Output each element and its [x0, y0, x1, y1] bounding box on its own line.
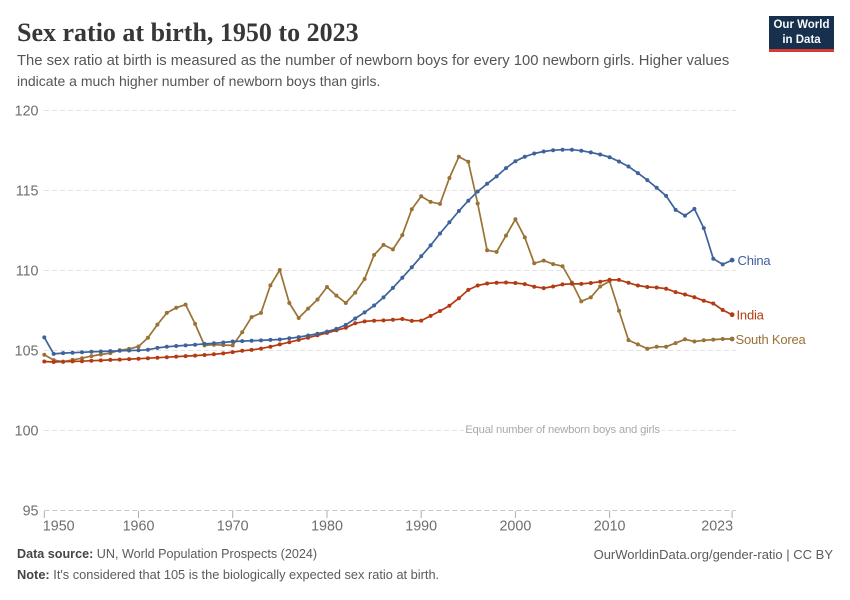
svg-text:1960: 1960	[123, 519, 155, 535]
svg-text:100: 100	[15, 423, 39, 439]
svg-text:1990: 1990	[405, 519, 437, 535]
svg-text:2000: 2000	[499, 519, 531, 535]
svg-text:China: China	[738, 253, 772, 268]
svg-text:120: 120	[15, 103, 39, 119]
svg-text:2010: 2010	[594, 519, 626, 535]
svg-text:95: 95	[23, 503, 39, 519]
svg-text:1970: 1970	[217, 519, 249, 535]
svg-text:115: 115	[16, 183, 39, 199]
svg-text:105: 105	[15, 343, 39, 359]
svg-text:1950: 1950	[43, 519, 75, 535]
svg-text:2023: 2023	[701, 519, 733, 535]
svg-text:Equal number of newborn boys a: Equal number of newborn boys and girls	[465, 424, 660, 436]
svg-text:South Korea: South Korea	[736, 332, 807, 347]
svg-text:India: India	[737, 308, 765, 323]
svg-text:1980: 1980	[311, 519, 343, 535]
svg-text:110: 110	[16, 263, 39, 279]
